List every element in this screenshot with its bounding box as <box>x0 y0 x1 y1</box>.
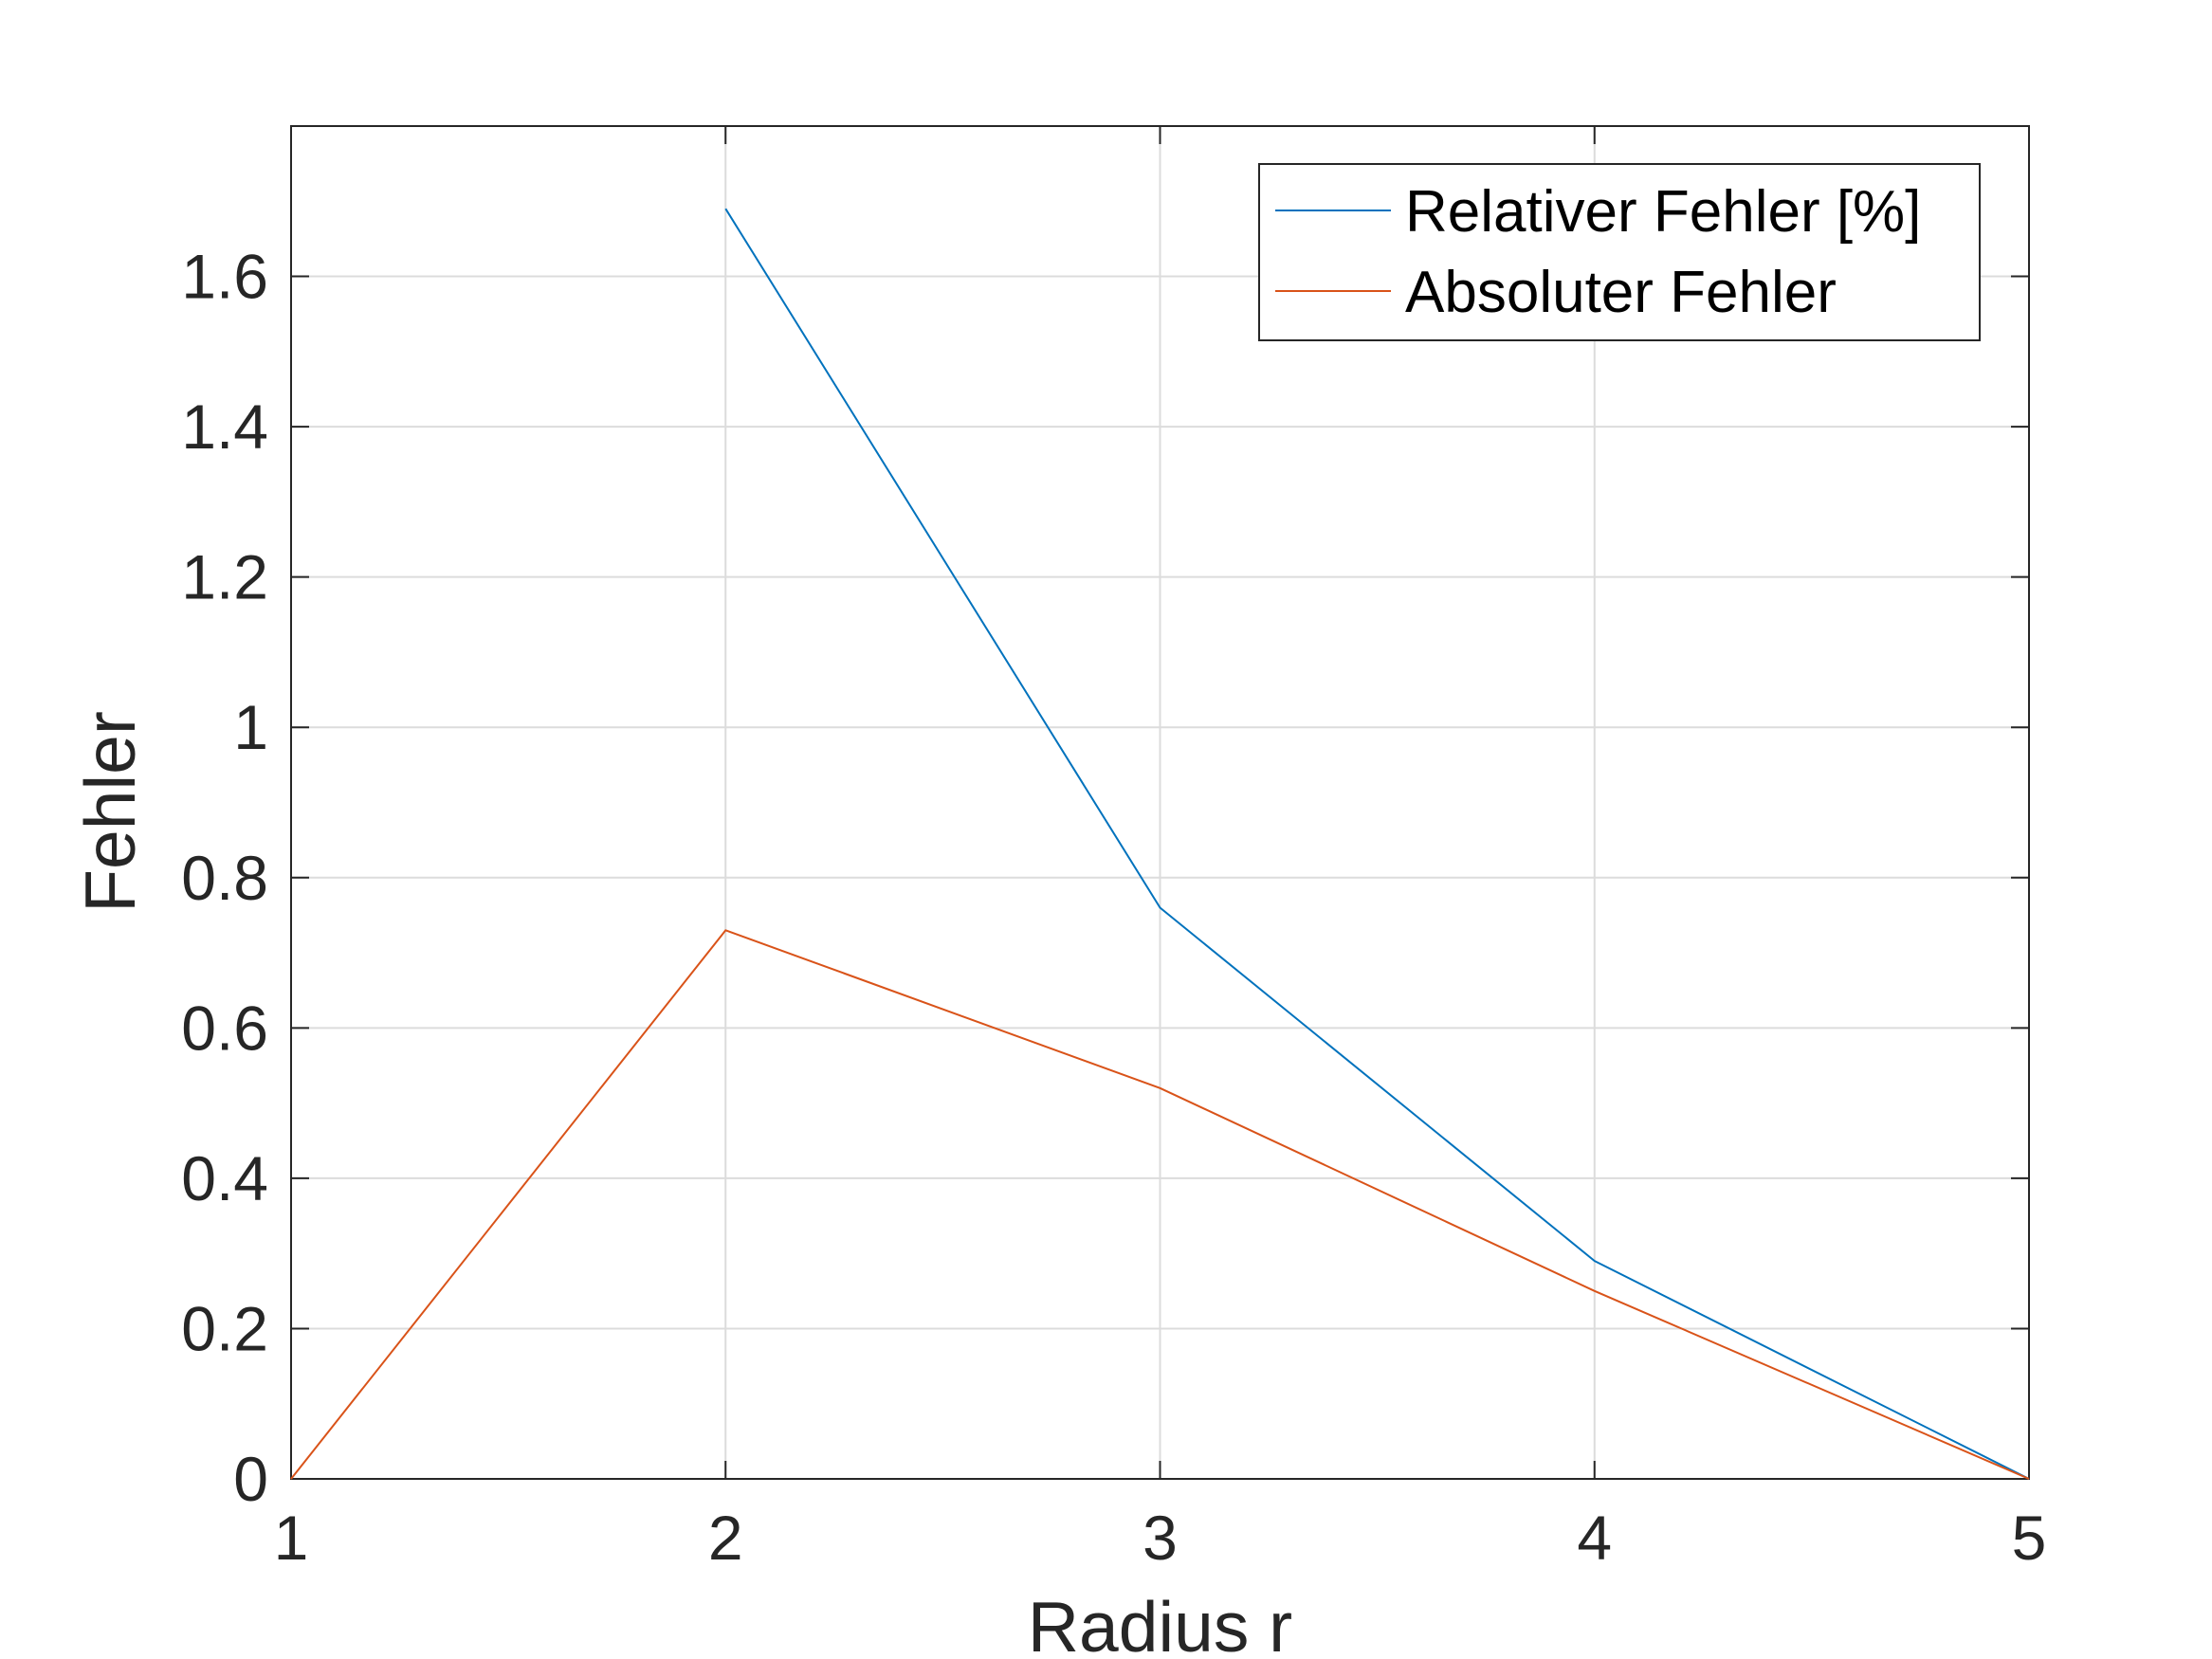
y-tick-label: 0.4 <box>181 1143 268 1213</box>
series-line-0 <box>724 208 2030 1480</box>
y-tick-label: 0.8 <box>181 843 268 913</box>
y-tick-label: 0.2 <box>181 1293 268 1363</box>
series-line-1 <box>290 929 2030 1480</box>
x-axis-label: Radius r <box>1028 1587 1292 1659</box>
y-tick-label: 1.4 <box>181 392 268 462</box>
x-tick-label: 1 <box>274 1503 309 1573</box>
legend: Relativer Fehler [%] Absoluter Fehler <box>1258 163 1981 341</box>
x-tick-label: 4 <box>1577 1503 1612 1573</box>
y-tick-label: 1.2 <box>181 542 268 612</box>
y-tick-label: 0.6 <box>181 993 268 1063</box>
series-lines <box>290 208 2030 1480</box>
x-tick-label: 2 <box>708 1503 743 1573</box>
y-tick-label: 0 <box>233 1444 268 1514</box>
y-tick-label: 1.6 <box>181 242 268 312</box>
legend-label-relativer-fehler: Relativer Fehler [%] <box>1405 179 1921 245</box>
legend-label-absoluter-fehler: Absoluter Fehler <box>1405 260 1837 325</box>
y-axis-tick-labels: 0 0.2 0.4 0.6 0.8 1 1.2 1.4 1.6 <box>181 242 268 1514</box>
y-axis-label: Fehler <box>70 711 150 913</box>
x-tick-label: 5 <box>2012 1503 2047 1573</box>
x-tick-label: 3 <box>1143 1503 1178 1573</box>
y-tick-label: 1 <box>233 692 268 762</box>
grid-lines <box>290 126 2030 1480</box>
axis-ticks <box>290 126 2030 1480</box>
legend-box <box>1258 163 1981 341</box>
x-axis-tick-labels: 1 2 3 4 5 <box>274 1503 2047 1573</box>
